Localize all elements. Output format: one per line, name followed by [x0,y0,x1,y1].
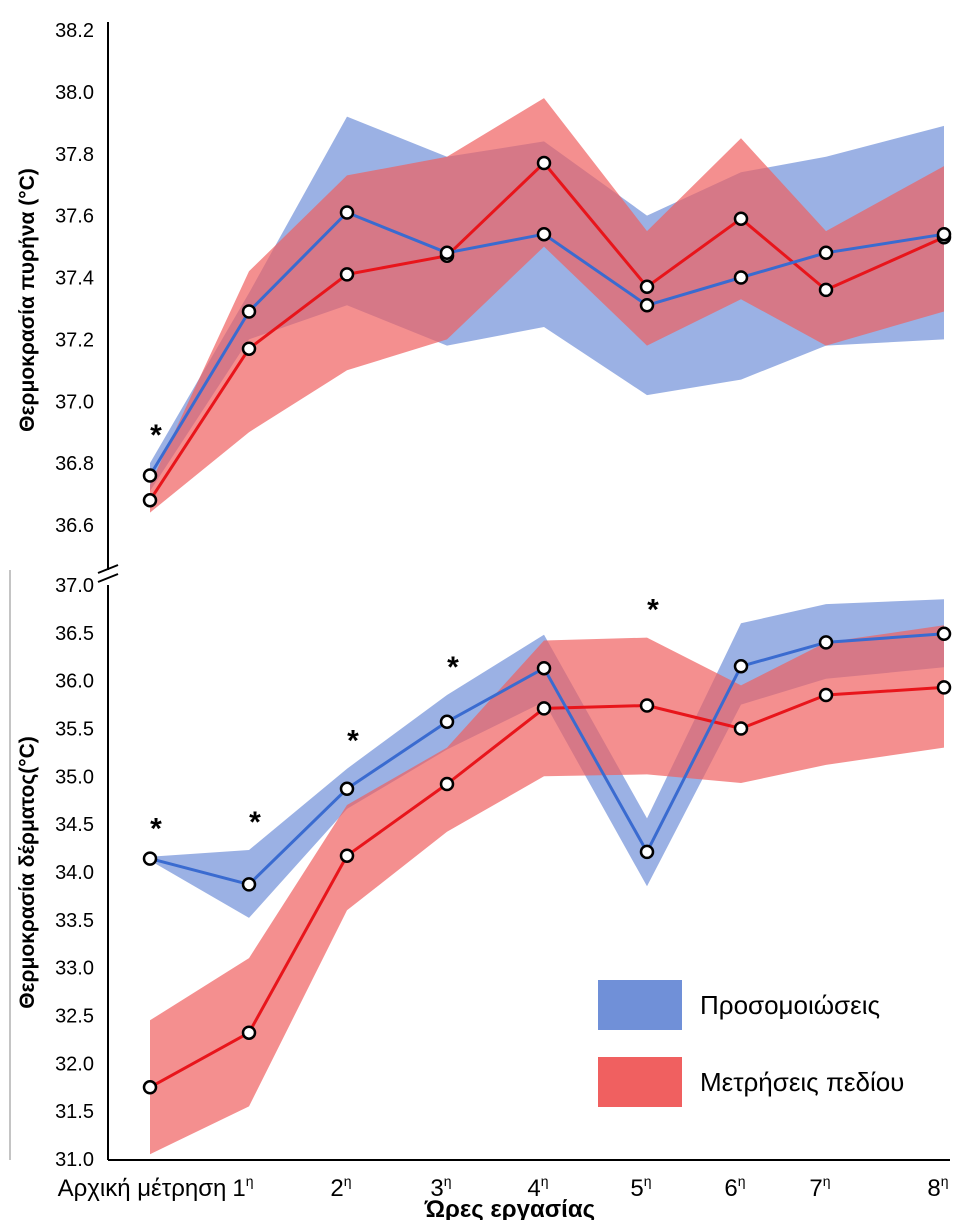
x-tick-label: 1η [232,1173,253,1202]
y-tick-label: 31.0 [55,1149,94,1171]
point-field-panel1 [639,698,655,713]
x-tick-sup: η [738,1173,746,1189]
significance-marker: * [150,813,162,846]
point-sim-panel0 [536,226,552,242]
y-tick-label: 36.6 [55,515,94,537]
y-tick-label: 33.0 [55,958,94,980]
point-field-panel0 [142,493,158,508]
x-tick-sup: η [644,1173,652,1189]
x-tick-label: 5η [630,1173,651,1202]
x-tick-label: 2η [330,1173,351,1202]
point-sim-panel1 [439,714,455,730]
y-tick-label: 37.0 [55,575,94,597]
x-tick-sup: η [344,1173,352,1189]
point-field-panel0 [818,282,834,298]
x-tick-label: 8η [927,1173,948,1202]
point-field-panel1 [439,776,455,792]
point-field-panel1 [339,848,355,863]
axis-labels: 36.6 36.8 37.0 37.2 37.4 37.6 37.8 38.0 38.2 Θερμ… [16,20,949,1220]
point-field-panel1 [536,701,552,716]
point-sim-panel0 [639,298,655,313]
mean-points [142,155,952,1095]
point-field-panel1 [936,680,952,695]
y-tick-label: 35.0 [55,766,94,788]
significance-marker: * [150,419,162,452]
legend: Προσομοιώσεις Μετρήσεις πεδίου [598,980,904,1107]
point-field-panel1 [241,1025,257,1040]
point-sim-panel0 [439,245,455,261]
y-axis-title: Θερμοκρασία πυρήνα (°C) [16,168,39,432]
band-sim-panel1 [150,599,944,918]
y-tick-label: 38.2 [55,20,94,42]
y-tick-label: 37.4 [55,268,94,290]
significance-marker: * [249,806,261,839]
y-tick-label: 34.5 [55,814,94,836]
point-sim-panel1 [818,635,834,650]
legend-label: Προσομοιώσεις [700,990,880,1020]
y-tick-label: 32.5 [55,1006,94,1028]
point-field-panel0 [639,279,655,295]
x-tick-label: 7η [809,1173,830,1202]
y-tick-label: 37.8 [55,144,94,166]
y-tick-label: 38.0 [55,82,94,104]
y-tick-label: 33.5 [55,910,94,932]
point-field-panel1 [818,687,834,703]
point-sim-panel1 [339,781,355,797]
y-axis-title: Θερμοκρασία δέρματος(°C) [16,736,39,1009]
band-field-panel1 [150,625,944,1155]
y-tick-label: 31.5 [55,1101,94,1123]
point-sim-panel0 [339,205,355,220]
x-axis-title: Ώρες εργασίας [424,1196,595,1220]
point-sim-panel1 [733,659,749,674]
y-tick-label: 34.0 [55,862,94,884]
point-sim-panel1 [536,660,552,676]
legend-swatch [598,980,682,1030]
y-tick-label: 36.5 [55,623,94,645]
point-field-panel0 [733,211,749,226]
significance-marker: * [447,651,459,684]
point-sim-panel0 [818,245,834,261]
legend-swatch [598,1057,682,1107]
legend-label: Μετρήσεις πεδίου [700,1067,904,1097]
point-sim-panel1 [936,626,952,642]
y-tick-label: 37.0 [55,391,94,413]
x-tick-sup: η [941,1173,949,1189]
point-field-panel1 [733,721,749,736]
point-field-panel0 [339,267,355,282]
x-tick-sup: η [444,1173,452,1189]
y-tick-label: 37.6 [55,206,94,228]
point-sim-panel1 [241,877,257,892]
axis-break-mark [97,564,119,574]
x-tick-sup: η [246,1173,254,1189]
point-sim-panel0 [241,304,257,319]
point-sim-panel1 [639,844,655,860]
x-tick-sup: η [541,1173,549,1189]
significance-marker: * [347,725,359,758]
significance-marker: * [647,594,659,627]
x-tick-label: 6η [724,1173,745,1202]
y-tick-label: 35.5 [55,719,94,741]
point-field-panel0 [241,341,257,356]
axis-break-mark [97,573,119,583]
axes [9,22,950,1161]
y-tick-label: 37.2 [55,329,94,351]
band-field-panel0 [150,98,944,513]
y-tick-label: 36.0 [55,671,94,693]
x-tick-sup: η [823,1173,831,1189]
point-sim-panel1 [142,851,158,866]
point-sim-panel0 [142,468,158,483]
y-tick-label: 36.8 [55,453,94,475]
point-sim-panel0 [733,270,749,285]
point-field-panel1 [142,1080,158,1095]
y-tick-label: 32.0 [55,1053,94,1075]
point-sim-panel0 [936,226,952,242]
x-tick-label: Αρχική μέτρηση [58,1175,227,1202]
point-field-panel0 [536,155,552,171]
